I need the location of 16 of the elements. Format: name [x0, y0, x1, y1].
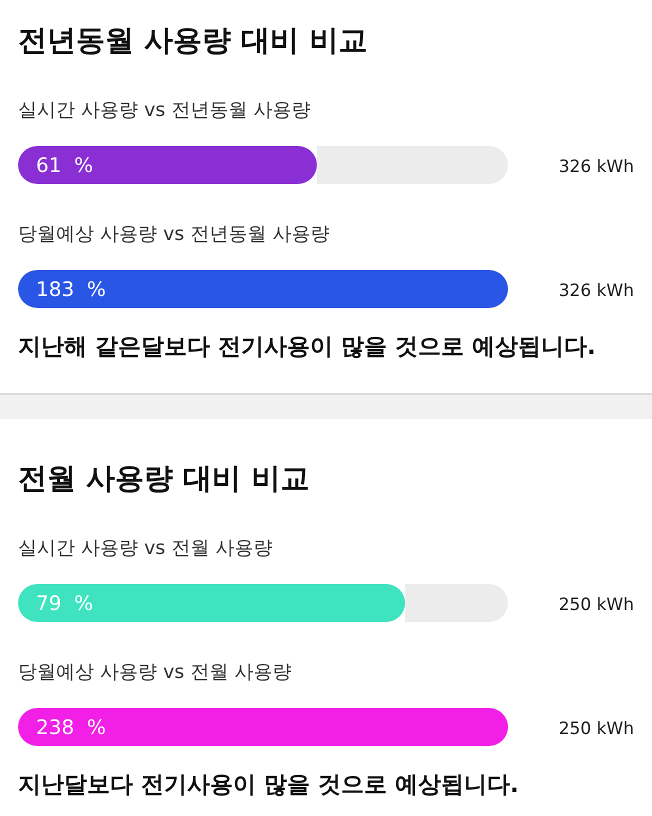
category-label: 당월예상 사용량 vs 전월 사용량 — [18, 661, 292, 683]
data-label: 61 % — [36, 153, 94, 177]
category-label: 실시간 사용량 vs 전월 사용량 — [18, 537, 272, 559]
text: 326 kWh — [558, 281, 634, 301]
category-label: 실시간 사용량 vs 전년동월 사용량 — [18, 99, 310, 121]
text: 250 kWh — [558, 595, 634, 615]
text: 지난달보다 전기사용이 많을 것으로 예상됩니다. — [18, 772, 519, 798]
category-label: 당월예상 사용량 vs 전년동월 사용량 — [18, 223, 330, 245]
text: 326 kWh — [558, 157, 634, 177]
text: 전월 사용량 대비 비교 — [18, 461, 310, 495]
data-label: 79 % — [36, 591, 94, 615]
text: 전년동월 사용량 대비 비교 — [18, 23, 368, 57]
data-label: 238 % — [36, 715, 106, 739]
text: 지난해 같은달보다 전기사용이 많을 것으로 예상됩니다. — [18, 334, 596, 360]
text: 250 kWh — [558, 719, 634, 739]
data-label: 183 % — [36, 277, 106, 301]
